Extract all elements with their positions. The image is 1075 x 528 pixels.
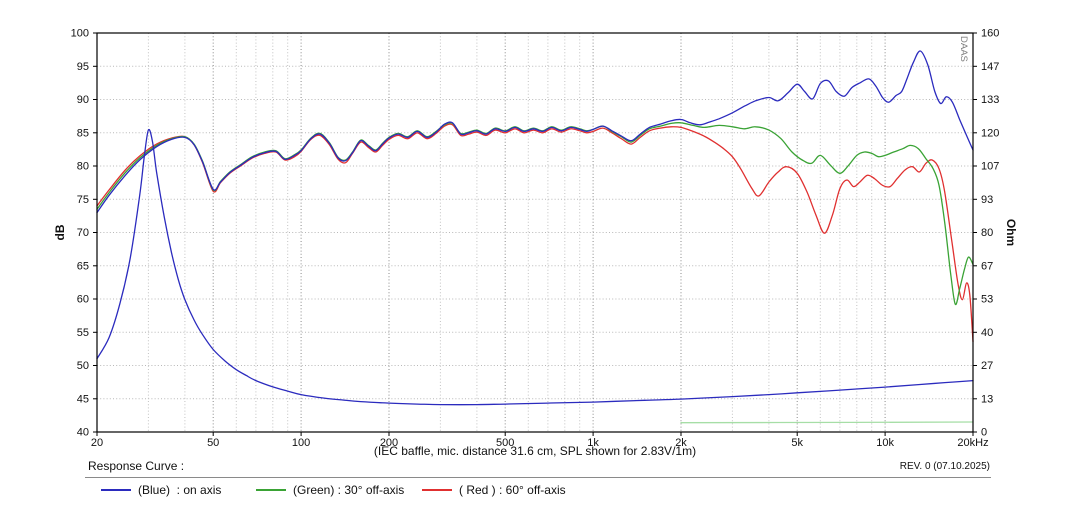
svg-text:70: 70 (77, 227, 89, 239)
svg-text:120: 120 (981, 127, 999, 139)
svg-text:60: 60 (77, 294, 89, 306)
svg-text:95: 95 (77, 61, 89, 73)
legend-divider (85, 477, 991, 478)
svg-text:200: 200 (380, 437, 398, 449)
svg-text:13: 13 (981, 393, 993, 405)
curves (96, 50, 974, 424)
x-axis-labels: 20 50 100 200 500 1k 2k 5k 10k 20kHz (91, 432, 989, 449)
svg-text:147: 147 (981, 61, 999, 73)
legend-label-30-off-axis: (Green) : 30° off-axis (293, 483, 405, 497)
curve-spl-on-axis-blue (96, 50, 974, 214)
legend-swatch-red (422, 489, 452, 491)
svg-text:2k: 2k (675, 437, 687, 449)
watermark: DAAS (958, 36, 969, 62)
curve-spl-60deg-red (96, 123, 974, 343)
svg-text:80: 80 (981, 227, 993, 239)
frequency-response-chart: 100 160 95 147 90 133 85 120 80 107 75 93 70 80 65 67 60… (53, 28, 1018, 450)
svg-text:5k: 5k (791, 437, 803, 449)
legend-title: Response Curve : (88, 459, 185, 473)
revision-label: REV. 0 (07.10.2025) (899, 461, 990, 472)
svg-text:40: 40 (981, 327, 993, 339)
svg-text:93: 93 (981, 194, 993, 206)
svg-text:100: 100 (292, 437, 310, 449)
svg-text:107: 107 (981, 161, 999, 173)
svg-text:40: 40 (77, 427, 89, 439)
svg-text:65: 65 (77, 260, 89, 272)
curve-baseline-lightgreen (680, 421, 974, 424)
y-axis-labels: 100 160 95 147 90 133 85 120 80 107 75 93 70 80 65 67 60… (71, 28, 1000, 439)
svg-text:80: 80 (77, 161, 89, 173)
legend-swatch-green (256, 489, 286, 491)
legend-label-60-off-axis: ( Red ) : 60° off-axis (459, 483, 566, 497)
legend-item-30-off-axis: (Green) : 30° off-axis (256, 483, 404, 497)
right-axis-unit: Ohm (1004, 219, 1018, 246)
svg-text:90: 90 (77, 94, 89, 106)
svg-text:85: 85 (77, 127, 89, 139)
svg-text:27: 27 (981, 360, 993, 372)
legend-swatch-blue (101, 489, 131, 491)
curve-impedance-blue (96, 128, 974, 406)
svg-text:133: 133 (981, 94, 999, 106)
legend-label-on-axis: (Blue) : on axis (138, 483, 222, 497)
svg-text:50: 50 (207, 437, 219, 449)
svg-text:10k: 10k (876, 437, 894, 449)
svg-text:20: 20 (91, 437, 103, 449)
chart-caption: (IEC baffle, mic. distance 31.6 cm, SPL … (373, 444, 697, 458)
svg-text:500: 500 (496, 437, 514, 449)
svg-text:160: 160 (981, 28, 999, 40)
svg-text:20kHz: 20kHz (957, 437, 988, 449)
svg-text:67: 67 (981, 260, 993, 272)
svg-text:100: 100 (71, 28, 89, 40)
legend-item-on-axis: (Blue) : on axis (101, 483, 221, 497)
svg-text:50: 50 (77, 360, 89, 372)
svg-text:53: 53 (981, 294, 993, 306)
svg-text:0: 0 (981, 427, 987, 439)
legend-item-60-off-axis: ( Red ) : 60° off-axis (422, 483, 566, 497)
svg-text:1k: 1k (587, 437, 599, 449)
svg-text:55: 55 (77, 327, 89, 339)
svg-text:45: 45 (77, 393, 89, 405)
grid (97, 33, 973, 432)
svg-text:75: 75 (77, 194, 89, 206)
left-axis-unit: dB (53, 224, 67, 240)
curve-spl-30deg-green (96, 122, 974, 306)
